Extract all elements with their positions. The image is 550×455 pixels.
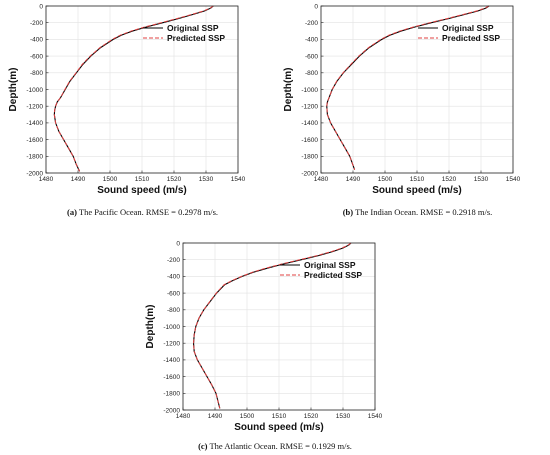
y-tick-label: -1600 bbox=[301, 137, 318, 144]
y-tick-label: -600 bbox=[30, 53, 43, 60]
caption-text: The Pacific Ocean. RMSE = 0.2978 m/s. bbox=[78, 207, 219, 217]
y-tick-label: -2000 bbox=[163, 407, 180, 414]
y-tick-label: -200 bbox=[167, 257, 180, 264]
y-tick-label: -200 bbox=[305, 20, 318, 27]
y-tick-label: -2000 bbox=[26, 170, 43, 177]
x-tick-label: 1500 bbox=[103, 176, 118, 183]
y-tick-label: -1200 bbox=[26, 104, 43, 111]
x-tick-label: 1540 bbox=[368, 413, 383, 420]
y-tick-label: -1400 bbox=[26, 120, 43, 127]
series-line-predicted bbox=[193, 242, 352, 409]
y-axis-label: Depth(m) bbox=[283, 68, 294, 112]
x-tick-label: 1520 bbox=[304, 413, 319, 420]
x-tick-label: 1490 bbox=[346, 176, 361, 183]
y-tick-label: -2000 bbox=[301, 170, 318, 177]
y-tick-label: -1400 bbox=[163, 357, 180, 364]
y-tick-label: 0 bbox=[314, 3, 318, 10]
x-tick-label: 1540 bbox=[506, 176, 521, 183]
series-line-predicted bbox=[326, 5, 490, 170]
x-tick-label: 1510 bbox=[410, 176, 425, 183]
y-tick-label: -200 bbox=[30, 20, 43, 27]
x-tick-label: 1510 bbox=[272, 413, 287, 420]
x-tick-label: 1510 bbox=[135, 176, 150, 183]
legend-entry: Predicted SSP bbox=[304, 270, 362, 280]
caption-indian: (b) The Indian Ocean. RMSE = 0.2918 m/s. bbox=[295, 207, 540, 217]
y-tick-label: -1800 bbox=[301, 154, 318, 161]
y-tick-label: -1000 bbox=[26, 87, 43, 94]
legend-entry: Original SSP bbox=[442, 23, 494, 33]
legend-entry: Original SSP bbox=[304, 260, 356, 270]
y-tick-label: -1800 bbox=[26, 154, 43, 161]
x-tick-label: 1480 bbox=[39, 176, 54, 183]
x-tick-label: 1540 bbox=[231, 176, 246, 183]
legend-entry: Predicted SSP bbox=[167, 33, 225, 43]
y-tick-label: -1800 bbox=[163, 391, 180, 398]
y-axis-label: Depth(m) bbox=[8, 68, 19, 112]
caption-text: The Indian Ocean. RMSE = 0.2918 m/s. bbox=[355, 207, 493, 217]
x-axis-label: Sound speed (m/s) bbox=[372, 185, 461, 196]
caption-pacific: (a) The Pacific Ocean. RMSE = 0.2978 m/s… bbox=[20, 207, 265, 217]
x-tick-label: 1480 bbox=[314, 176, 329, 183]
y-tick-label: -1000 bbox=[301, 87, 318, 94]
x-tick-label: 1520 bbox=[442, 176, 457, 183]
y-tick-label: -400 bbox=[305, 37, 318, 44]
caption-letter: (a) bbox=[66, 207, 77, 217]
x-axis-label: Sound speed (m/s) bbox=[97, 185, 186, 196]
y-tick-label: -600 bbox=[305, 53, 318, 60]
x-tick-label: 1490 bbox=[208, 413, 223, 420]
y-tick-label: -800 bbox=[305, 70, 318, 77]
legend-entry: Predicted SSP bbox=[442, 33, 500, 43]
chart-atlantic: 1480 1490 1500 1510 1520 1530 1540 0 -200 -400 -60… bbox=[145, 240, 383, 433]
chart-indian: 1480 1490 1500 1510 1520 1530 1540 0 -200 -400 -60… bbox=[283, 3, 521, 196]
y-tick-label: -1400 bbox=[301, 120, 318, 127]
x-axis-label: Sound speed (m/s) bbox=[234, 422, 323, 433]
x-tick-label: 1500 bbox=[378, 176, 393, 183]
caption-letter: (b) bbox=[342, 207, 354, 217]
legend-entry: Original SSP bbox=[167, 23, 219, 33]
x-tick-label: 1520 bbox=[167, 176, 182, 183]
y-tick-label: -1600 bbox=[163, 374, 180, 381]
x-tick-label: 1530 bbox=[199, 176, 214, 183]
y-tick-label: 0 bbox=[176, 240, 180, 247]
y-tick-label: -600 bbox=[167, 290, 180, 297]
x-tick-label: 1490 bbox=[71, 176, 86, 183]
y-tick-label: 0 bbox=[39, 3, 43, 10]
chart-pacific: 1480 1490 1500 1510 1520 1530 1540 0 -200 -400 -60… bbox=[8, 3, 246, 196]
caption-atlantic: (c) The Atlantic Ocean. RMSE = 0.1929 m/… bbox=[150, 441, 400, 451]
x-tick-label: 1480 bbox=[176, 413, 191, 420]
y-tick-label: -800 bbox=[167, 307, 180, 314]
y-tick-label: -1200 bbox=[163, 341, 180, 348]
caption-text: The Atlantic Ocean. RMSE = 0.1929 m/s. bbox=[209, 441, 352, 451]
y-axis-label: Depth(m) bbox=[145, 305, 156, 349]
x-tick-label: 1500 bbox=[240, 413, 255, 420]
y-tick-label: -1200 bbox=[301, 104, 318, 111]
y-tick-label: -1000 bbox=[163, 324, 180, 331]
y-tick-label: -800 bbox=[30, 70, 43, 77]
y-tick-label: -1600 bbox=[26, 137, 43, 144]
caption-letter: (c) bbox=[198, 441, 208, 451]
x-tick-label: 1530 bbox=[336, 413, 351, 420]
y-tick-label: -400 bbox=[30, 37, 43, 44]
x-tick-label: 1530 bbox=[474, 176, 489, 183]
y-tick-label: -400 bbox=[167, 274, 180, 281]
